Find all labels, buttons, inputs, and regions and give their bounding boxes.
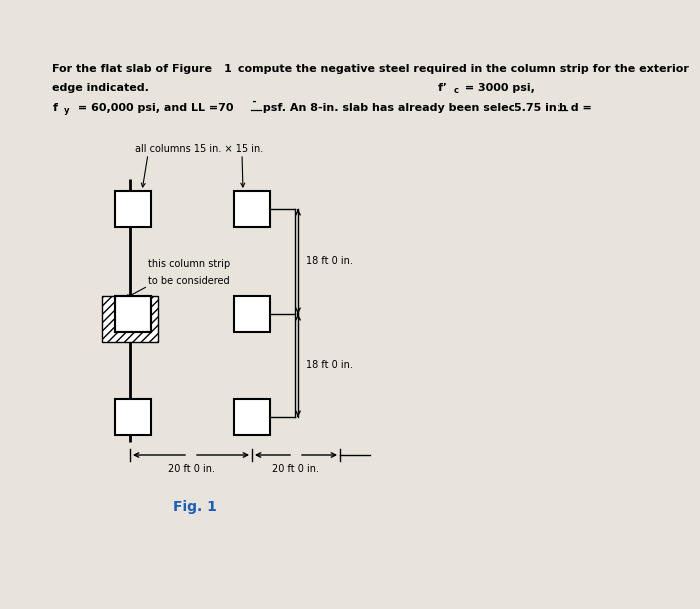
Bar (115, 296, 151, 332)
Text: compute the negative steel required in the column strip for the exterior: compute the negative steel required in t… (234, 64, 690, 74)
Bar (115, 191, 151, 227)
Text: this column strip: this column strip (148, 259, 230, 269)
Text: psf. An 8-in. slab has already been selected with d =: psf. An 8-in. slab has already been sele… (259, 103, 596, 113)
Text: For the flat slab of Figure: For the flat slab of Figure (52, 64, 213, 74)
Text: c: c (454, 86, 458, 96)
Text: edge indicated.: edge indicated. (52, 83, 149, 93)
Text: = 60,000 psi, and LL =70: = 60,000 psi, and LL =70 (74, 103, 234, 113)
Text: to be considered: to be considered (148, 276, 230, 286)
Bar (115, 399, 151, 435)
Text: f’: f’ (438, 83, 448, 93)
Bar (102, 296, 158, 342)
Bar (234, 191, 270, 227)
Bar (115, 296, 151, 332)
Text: 20 ft 0 in.: 20 ft 0 in. (272, 464, 319, 474)
Text: 18 ft 0 in.: 18 ft 0 in. (306, 361, 353, 370)
Text: = 3000 psi,: = 3000 psi, (461, 83, 535, 93)
Text: y: y (64, 106, 69, 115)
Text: 20 ft 0 in.: 20 ft 0 in. (167, 464, 214, 474)
Text: ¯: ¯ (251, 100, 256, 110)
Text: f: f (52, 103, 57, 113)
Bar (234, 296, 270, 332)
Text: 1: 1 (224, 64, 232, 74)
Bar (234, 399, 270, 435)
Text: 18 ft 0 in.: 18 ft 0 in. (306, 256, 353, 267)
Text: Fig. 1: Fig. 1 (173, 500, 217, 514)
Text: all columns 15 in. × 15 in.: all columns 15 in. × 15 in. (135, 144, 263, 154)
Text: 5.75 in: 5.75 in (514, 103, 557, 113)
